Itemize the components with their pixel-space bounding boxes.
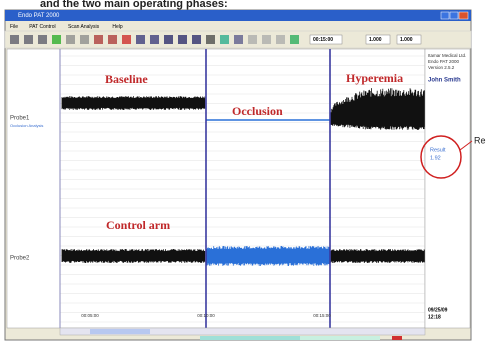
- scroll-thumb[interactable]: [90, 329, 150, 334]
- tool-button[interactable]: [248, 35, 257, 44]
- scale-value: 1.000: [369, 37, 382, 43]
- tool-button[interactable]: [192, 35, 201, 44]
- tool-button[interactable]: [220, 35, 229, 44]
- waveform: [205, 246, 331, 266]
- result-highlight: [420, 135, 462, 179]
- status-bar: [200, 336, 300, 340]
- scrollbar[interactable]: [59, 327, 426, 336]
- time-label: 00:05:00: [81, 313, 99, 318]
- tool-button[interactable]: [24, 35, 33, 44]
- time-label: 00:10:00: [197, 313, 215, 318]
- grid: [60, 55, 425, 323]
- callout-text: Re: [474, 135, 486, 145]
- tool-button[interactable]: [276, 35, 285, 44]
- tool-button[interactable]: [108, 35, 117, 44]
- window-title: Endo PAT 2000: [18, 13, 60, 19]
- tool-button[interactable]: [122, 35, 131, 44]
- probe-note: Occlusion Analysis: [10, 123, 43, 128]
- result-label: Result: [430, 147, 446, 153]
- scale-value: 1.000: [400, 37, 413, 43]
- tool-button[interactable]: [10, 35, 19, 44]
- tool-button[interactable]: [52, 35, 61, 44]
- tool-button[interactable]: [262, 35, 271, 44]
- waveform: [61, 249, 206, 263]
- side-panel: [424, 48, 471, 329]
- phase-label: Hyperemia: [346, 71, 403, 85]
- phase-label: Control arm: [106, 218, 170, 232]
- waveforms: [61, 88, 426, 266]
- tool-button[interactable]: [206, 35, 215, 44]
- maximize-button[interactable]: [449, 11, 459, 20]
- probe-label: Probe1: [10, 116, 30, 122]
- menu-item[interactable]: File: [10, 24, 18, 30]
- time-select-value: 00:15:00: [313, 37, 333, 43]
- menu-item[interactable]: Help: [112, 24, 123, 30]
- toolbar-buttons: [10, 35, 299, 44]
- tool-button[interactable]: [150, 35, 159, 44]
- version: Version 2.5.2: [428, 65, 455, 70]
- time: 12:18: [428, 314, 441, 320]
- waveform: [330, 88, 426, 130]
- caption: and the two main operating phases:: [40, 0, 228, 10]
- tool-button[interactable]: [80, 35, 89, 44]
- phase-label: Occlusion: [232, 104, 283, 118]
- menu-item[interactable]: PAT Control: [29, 24, 55, 30]
- tool-button[interactable]: [290, 35, 299, 44]
- tool-button[interactable]: [66, 35, 75, 44]
- time-select[interactable]: [309, 34, 343, 45]
- probe-label: Probe2: [10, 256, 30, 262]
- status-bar: [392, 336, 402, 340]
- waveform: [61, 96, 206, 110]
- minimize-button[interactable]: [440, 11, 450, 20]
- tool-button[interactable]: [94, 35, 103, 44]
- scale-select[interactable]: [365, 34, 391, 45]
- company: Itamar Medical Ltd.: [428, 53, 466, 58]
- menu-bar: File PAT Control Scan Analysis Help: [10, 24, 123, 30]
- patient-name: John Smith: [428, 78, 461, 84]
- plot-area: [6, 48, 426, 329]
- time-label: 00:15:00: [313, 313, 331, 318]
- tool-button[interactable]: [38, 35, 47, 44]
- callout-line: [459, 140, 473, 151]
- result-value: 1.92: [430, 155, 441, 161]
- close-button[interactable]: [458, 11, 469, 20]
- title-bar: [5, 10, 471, 21]
- scale-select[interactable]: [396, 34, 422, 45]
- date: 09/25/09: [428, 307, 448, 313]
- tool-button[interactable]: [164, 35, 173, 44]
- menu-item[interactable]: Scan Analysis: [68, 24, 100, 30]
- tool-button[interactable]: [136, 35, 145, 44]
- status-bar: [300, 336, 380, 340]
- tool-button[interactable]: [178, 35, 187, 44]
- phase-label: Baseline: [105, 72, 148, 86]
- product: Endo PAT 2000: [428, 59, 460, 64]
- waveform: [330, 249, 426, 263]
- tool-button[interactable]: [234, 35, 243, 44]
